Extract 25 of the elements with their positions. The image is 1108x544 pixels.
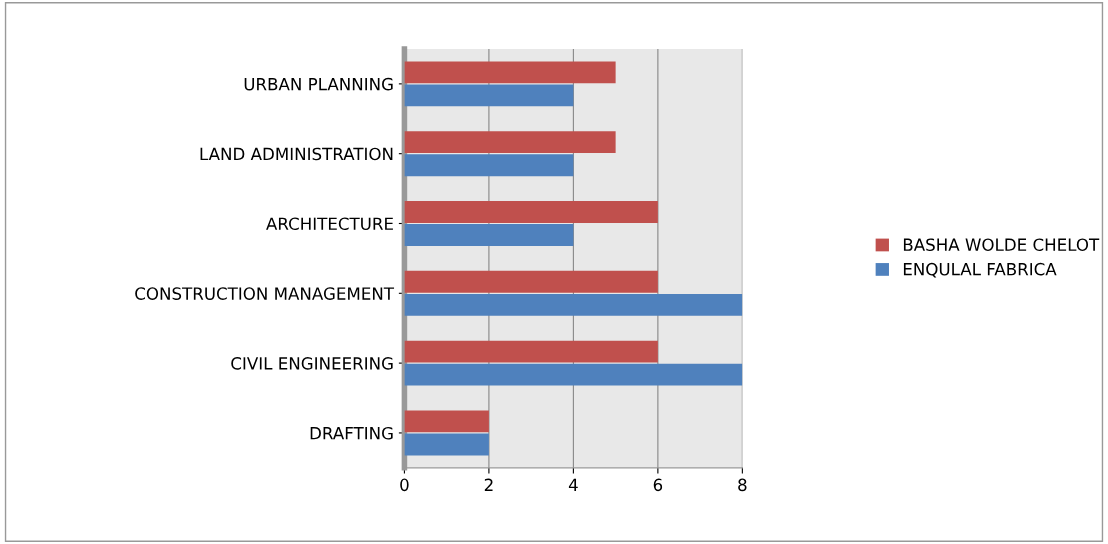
bar: [404, 363, 743, 386]
bar: [404, 410, 489, 433]
bar: [404, 154, 574, 177]
y-tick-label: CONSTRUCTION MANAGEMENT: [135, 287, 395, 300]
bar: [404, 131, 616, 154]
legend-label: ENQULAL FABRICA: [903, 262, 1057, 278]
x-tick-label: 0: [400, 478, 409, 492]
bar: [404, 201, 658, 223]
y-tick-label: ARCHITECTURE: [266, 217, 393, 231]
x-tick-label: 4: [568, 478, 578, 491]
bar: [404, 84, 574, 107]
bar: [404, 433, 489, 456]
bar: [404, 340, 658, 363]
y-tick-label: URBAN PLANNING: [244, 77, 393, 91]
y-tick-label: DRAFTING: [310, 426, 393, 440]
x-tick-label: 8: [738, 478, 747, 492]
bar: [404, 270, 658, 293]
x-tick-label: 6: [653, 478, 663, 492]
x-tick-label: 2: [484, 478, 493, 491]
bar: [404, 224, 574, 246]
y-tick-label: CIVIL ENGINEERING: [231, 357, 393, 370]
bar: [404, 61, 616, 84]
y-tick-label: LAND ADMINISTRATION: [200, 147, 393, 161]
legend-label: BASHA WOLDE CHELOT: [903, 238, 1100, 251]
bar: [404, 293, 743, 316]
